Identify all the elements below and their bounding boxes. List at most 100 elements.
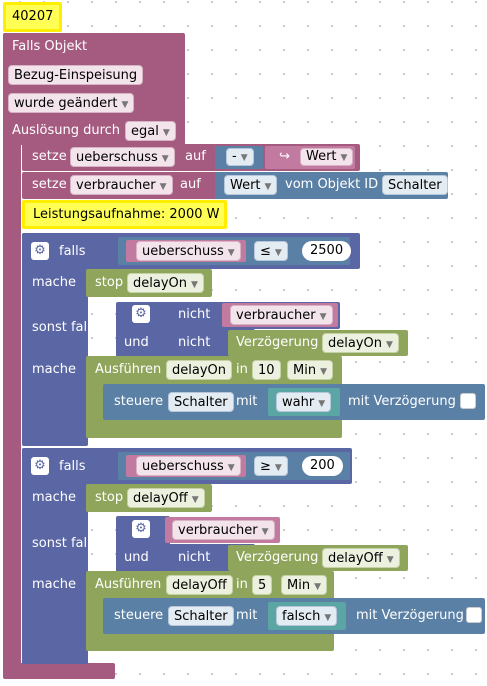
dropdown-arrow-icon: ▼: [261, 527, 269, 537]
power-comment[interactable]: Leistungsaufnahme: 2000 W: [22, 200, 227, 229]
object-id-field[interactable]: Bezug-Einspeisung: [8, 65, 144, 85]
delay-dropdown[interactable]: delayOn ▼: [322, 333, 399, 353]
dropdown-arrow-icon: ▼: [319, 312, 327, 322]
value-dropdown[interactable]: Wert ▼: [300, 148, 354, 166]
var-dropdown-ueberschuss[interactable]: ueberschuss ▼: [70, 147, 175, 167]
op-dropdown[interactable]: - ▼: [226, 148, 254, 166]
gear-icon[interactable]: ⚙: [132, 520, 150, 538]
stop-target-text: delayOff: [133, 491, 188, 506]
mit-label: mit: [236, 608, 258, 623]
delay-var-text: delayOn: [328, 336, 382, 351]
dropdown-arrow-icon: ▼: [324, 613, 332, 623]
run-label: Ausführen: [95, 362, 162, 377]
delay-dropdown[interactable]: delayOff ▼: [322, 548, 400, 568]
arrow-icon: ↪: [279, 149, 290, 164]
event-block-footer: [3, 663, 115, 679]
from-object-label: vom Objekt ID: [285, 177, 379, 192]
gear-icon[interactable]: ⚙: [31, 457, 49, 475]
power-comment-text: Leistungsaufnahme: 2000 W: [33, 207, 220, 222]
value-text: Wert: [306, 149, 337, 164]
dropdown-arrow-icon: ▼: [159, 182, 167, 192]
bool-text: falsch: [282, 609, 321, 624]
value-dropdown[interactable]: Wert ▼: [224, 175, 278, 195]
dropdown-arrow-icon: ▼: [161, 154, 169, 164]
ctrl-label: steuere: [114, 608, 164, 623]
if-block-1-spine: [22, 233, 88, 443]
var-text: ueberschuss: [142, 244, 224, 259]
delay-var-text: delayOff: [328, 551, 383, 566]
dropdown-arrow-icon: ▼: [320, 367, 327, 377]
var-dropdown[interactable]: ueberschuss ▼: [136, 456, 241, 476]
bool-dropdown[interactable]: falsch ▼: [276, 606, 338, 626]
nicht-label: nicht: [178, 307, 211, 322]
run-num-text: 10: [258, 363, 275, 378]
ctrl-object-field[interactable]: Schalter: [168, 392, 234, 412]
value-text: Wert: [230, 178, 261, 193]
var-text: verbraucher: [236, 308, 316, 323]
ctrl-object-field[interactable]: Schalter: [168, 606, 234, 626]
var-text: ueberschuss: [142, 459, 224, 474]
delay-checkbox[interactable]: [460, 393, 476, 409]
run-label: Ausführen: [95, 577, 162, 592]
trigger-dropdown[interactable]: egal ▼: [125, 121, 176, 141]
dropdown-arrow-icon: ▼: [227, 248, 235, 258]
var-text: verbraucher: [76, 178, 156, 193]
dropdown-arrow-icon: ▼: [227, 463, 235, 473]
falls-label: falls: [59, 244, 86, 259]
stop-dropdown[interactable]: delayOn ▼: [127, 273, 204, 293]
run-var-text: delayOff: [172, 578, 227, 593]
run-var-field[interactable]: delayOff: [166, 575, 233, 595]
delay-checkbox[interactable]: [466, 607, 482, 623]
dropdown-arrow-icon: ▼: [386, 555, 394, 565]
bool-dropdown[interactable]: wahr ▼: [276, 392, 332, 412]
if-block-2-footer: [22, 646, 88, 664]
op-text: ≥: [260, 459, 271, 474]
auf-label: auf: [185, 149, 206, 164]
var-text: verbraucher: [178, 523, 258, 538]
num-field[interactable]: 200: [302, 456, 343, 476]
bool-text: wahr: [282, 395, 315, 410]
gear-icon[interactable]: ⚙: [31, 242, 49, 260]
unit-dropdown[interactable]: Min ▼: [281, 575, 327, 595]
dropdown-arrow-icon: ▼: [274, 248, 282, 258]
var-dropdown-verbraucher[interactable]: verbraucher ▼: [70, 175, 173, 195]
unit-dropdown[interactable]: Min ▼: [287, 360, 333, 380]
var-dropdown[interactable]: verbraucher ▼: [230, 305, 333, 325]
run-var-field[interactable]: delayOn: [166, 360, 232, 380]
stop-label: stop: [95, 490, 124, 505]
stop-dropdown[interactable]: delayOff ▼: [127, 488, 205, 508]
condition-dropdown[interactable]: wurde geändert ▼: [8, 93, 135, 113]
dropdown-arrow-icon: ▼: [162, 128, 170, 138]
ctrl-object-text: Schalter: [174, 609, 228, 624]
object-id-field[interactable]: Schalter: [382, 175, 448, 195]
var-text: ueberschuss: [76, 150, 158, 165]
op-dropdown[interactable]: ≥ ▼: [254, 456, 288, 476]
mit-label: mit: [236, 394, 258, 409]
set-label: setze: [32, 149, 67, 164]
top-comment-text: 40207: [12, 9, 54, 24]
dropdown-arrow-icon: ▼: [191, 495, 199, 505]
object-id-text: Bezug-Einspeisung: [14, 68, 138, 83]
run-num-field[interactable]: 10: [252, 360, 281, 380]
sonst-falls-label: sonst falls: [32, 320, 98, 335]
stop-target-text: delayOn: [133, 276, 187, 291]
top-comment[interactable]: 40207: [3, 2, 62, 32]
run-num-field[interactable]: 5: [252, 575, 273, 595]
op-text: -: [232, 149, 237, 164]
unit-text: Min: [293, 363, 317, 378]
gear-icon[interactable]: ⚙: [132, 305, 150, 323]
in-label: in: [236, 362, 248, 377]
sonst-falls-label: sonst falls: [32, 536, 98, 551]
op-dropdown[interactable]: ≤ ▼: [254, 241, 288, 261]
dropdown-arrow-icon: ▼: [191, 280, 198, 290]
var-dropdown[interactable]: verbraucher ▼: [172, 520, 275, 540]
in-label: in: [236, 577, 248, 592]
mache-label: mache: [32, 490, 77, 505]
event-label: Falls Objekt: [12, 39, 88, 54]
mit-delay-label: mit Verzögerung: [348, 394, 456, 409]
num-text: 2500: [310, 243, 344, 258]
num-field[interactable]: 2500: [302, 241, 352, 261]
var-dropdown[interactable]: ueberschuss ▼: [136, 241, 241, 261]
dropdown-arrow-icon: ▼: [264, 182, 272, 192]
nicht-label: nicht: [178, 335, 211, 350]
